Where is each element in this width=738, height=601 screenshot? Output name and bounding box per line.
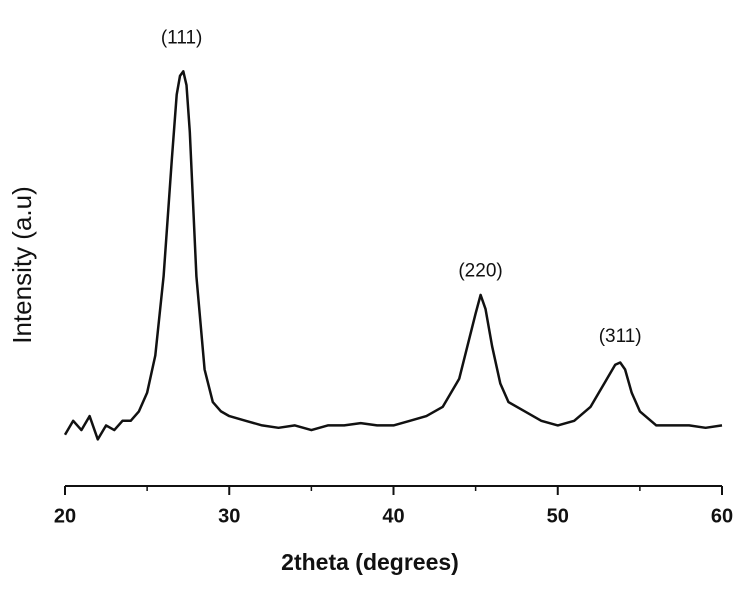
x-tick-label: 60 [711,505,733,527]
peak-label: (220) [458,261,502,282]
y-axis-label: Intensity (a.u) [7,186,37,344]
xrd-line [63,70,723,441]
x-tick-label: 40 [382,505,404,527]
x-axis-label: 2theta (degrees) [281,549,459,575]
peak-label: (311) [599,326,642,347]
x-tick-label: 50 [547,505,569,527]
peak-label: (111) [161,28,203,49]
x-tick-label: 20 [54,505,76,527]
x-tick-label: 30 [218,505,240,527]
